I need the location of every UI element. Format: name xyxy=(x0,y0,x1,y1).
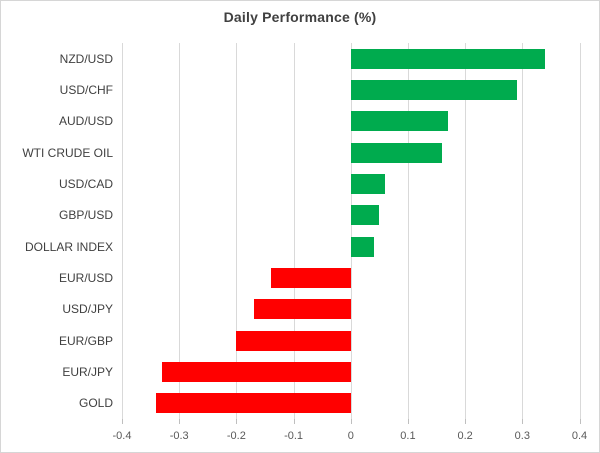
x-axis-label-0: 0 xyxy=(347,430,354,442)
axis-tick--0.1 xyxy=(293,419,295,424)
x-axis-label--0.3: -0.3 xyxy=(169,430,189,442)
gridline-0.4 xyxy=(579,43,581,419)
category-label-usd-chf: USD/CHF xyxy=(59,83,113,97)
gridline-0.2 xyxy=(465,43,467,419)
axis-tick--0.4 xyxy=(122,419,123,424)
axis-tick-0 xyxy=(350,419,352,424)
gridline--0.4 xyxy=(122,43,123,419)
bar-dollar-index xyxy=(350,236,374,257)
gridline--0.1 xyxy=(293,43,295,419)
chart-title: Daily Performance (%) xyxy=(223,9,377,25)
x-axis-label-0.3: 0.3 xyxy=(514,430,530,442)
axis-tick--0.3 xyxy=(179,419,181,424)
gridline--0.2 xyxy=(236,43,238,419)
x-axis-label--0.1: -0.1 xyxy=(284,430,304,442)
bar-gbp-usd xyxy=(350,205,380,226)
gridline--0.3 xyxy=(179,43,181,419)
bar-gold xyxy=(156,393,351,414)
gridline-0.3 xyxy=(522,43,524,419)
category-label-eur-usd: EUR/USD xyxy=(58,271,113,285)
category-label-gold: GOLD xyxy=(78,396,113,411)
bar-usd-cad xyxy=(350,174,386,194)
category-label-aud-usd: AUD/USD xyxy=(58,114,113,129)
category-label-dollar-index: DOLLAR INDEX xyxy=(24,239,113,254)
x-axis-label-0.4: 0.4 xyxy=(571,430,588,442)
axis-tick-0.4 xyxy=(579,419,581,424)
gridline-0.1 xyxy=(407,43,409,419)
bar-aud-usd xyxy=(350,111,448,132)
category-label-wti-crude-oil: WTI CRUDE OIL xyxy=(22,145,113,160)
category-label-eur-gbp: EUR/GBP xyxy=(58,333,113,348)
x-axis-label-0.1: 0.1 xyxy=(400,430,416,442)
bar-usd-jpy xyxy=(253,299,351,320)
axis-tick-0.3 xyxy=(522,419,524,424)
x-axis-label-0.2: 0.2 xyxy=(457,430,473,442)
x-axis-label--0.2: -0.2 xyxy=(226,430,246,442)
category-label-usd-jpy: USD/JPY xyxy=(62,302,113,317)
bar-eur-jpy xyxy=(162,362,351,382)
category-label-nzd-usd: NZD/USD xyxy=(59,51,113,66)
bar-nzd-usd xyxy=(350,48,546,69)
bar-usd-chf xyxy=(350,80,517,100)
axis-tick-0.2 xyxy=(465,419,467,424)
category-label-gbp-usd: GBP/USD xyxy=(58,208,113,223)
bar-eur-gbp xyxy=(236,330,351,351)
bar-eur-usd xyxy=(270,268,351,288)
bar-wti-crude-oil xyxy=(350,142,443,163)
category-label-usd-cad: USD/CAD xyxy=(58,177,113,191)
axis-tick--0.2 xyxy=(236,419,238,424)
x-axis-label--0.4: -0.4 xyxy=(112,430,132,442)
axis-tick-0.1 xyxy=(407,419,409,424)
category-label-eur-jpy: EUR/JPY xyxy=(62,365,113,379)
gridline-0 xyxy=(350,43,352,419)
